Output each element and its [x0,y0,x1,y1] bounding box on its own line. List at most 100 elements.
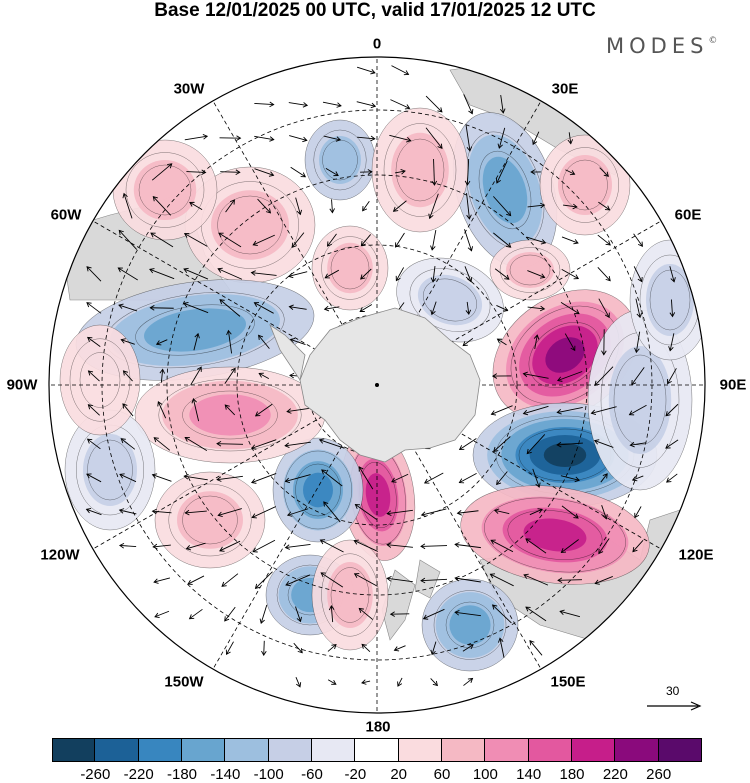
anomaly-contour-line [421,578,519,672]
wind-arrow [665,403,679,417]
wind-arrow [590,406,617,416]
wind-arrow [290,166,307,178]
wind-arrow [322,101,342,108]
anomaly-contour-line [445,601,495,649]
wind-arrow [532,468,541,488]
wind-arrow [220,169,241,176]
wind-arrow [667,368,677,385]
wind-arrow [323,135,342,142]
anomaly-field [59,107,705,672]
wind-arrow [122,370,133,382]
wind-arrow [250,270,277,276]
wind-arrow [319,539,344,553]
anomaly-contour [83,434,137,506]
wind-arrow [216,475,243,482]
wind-arrow [288,304,307,310]
colorbar-swatch [355,738,399,762]
wind-arrow [284,441,311,449]
wind-arrow [323,305,340,312]
wind-arrow [525,606,547,622]
wind-arrow [527,270,546,279]
wind-arrow [464,266,473,283]
wind-arrow [454,575,481,583]
anomaly-cell [304,119,376,201]
wind-arrow [423,472,444,484]
wind-arrow [356,101,377,109]
wind-arrow [635,298,642,319]
wind-arrow [464,229,473,252]
wind-arrow [191,398,200,422]
wind-arrow [462,644,474,652]
anomaly-contour [60,325,140,435]
anomaly-contour-line [551,147,619,223]
wind-arrow [395,267,405,282]
colorbar-swatch [182,738,226,762]
wind-arrow [258,334,270,349]
anomaly-contour-line [539,134,631,236]
wind-arrow [499,95,506,114]
wind-arrow [87,404,100,416]
wind-arrow [431,158,438,186]
wind-arrow [522,405,549,416]
wind-arrow [87,336,101,347]
wind-arrow [327,644,337,652]
wind-arrow [386,542,413,548]
wind-arrow [119,473,137,483]
wind-arrow [224,404,236,416]
wind-arrow [454,610,481,617]
wind-arrow [360,234,371,247]
parallel-circle [236,244,518,526]
colorbar-tick-label: 140 [516,766,542,783]
anomaly-contour-line [460,485,650,585]
anomaly-contour [133,160,197,220]
wind-arrow [120,338,135,345]
wind-arrow [188,608,203,620]
wind-arrow [250,473,277,484]
wind-arrow [151,508,172,515]
meridian-line [376,384,662,550]
lon-label-180: 180 [365,718,391,736]
colorbar-swatch [52,738,96,762]
wind-arrow [184,134,209,141]
anomaly-contour-line [182,495,238,545]
wind-arrow [190,366,202,386]
wind-arrow [85,507,102,516]
colorbar-tick-label: 180 [559,766,585,783]
wind-arrow [120,438,136,450]
anomaly-cell [134,366,326,464]
wind-arrow [458,472,477,484]
wind-arrow [491,373,512,379]
wind-arrow [392,200,407,212]
anomaly-contour-line [383,123,457,217]
meridian-line [92,384,378,550]
wind-arrow [428,193,439,220]
anomaly-contour-line [507,510,603,560]
wind-arrow [117,267,138,281]
wind-arrow [493,436,511,453]
wind-arrow [361,643,371,653]
wind-arrow [561,236,579,245]
wind-arrow [323,501,341,523]
wind-arrow [329,199,335,214]
wind-arrow [293,642,303,654]
wind-arrow [320,572,344,588]
wind-arrow [286,407,309,414]
anomaly-contour [327,562,373,628]
wind-arrow [600,473,608,483]
wind-arrow [665,439,679,449]
wind-arrow [497,127,506,149]
south-pole-marker [375,383,379,387]
wind-arrow [254,403,273,417]
anomaly-contour-line [125,152,205,228]
colorbar-tick-label: -60 [301,766,323,783]
wind-arrow [325,168,339,177]
graticule [49,57,705,713]
meridian-line [376,100,542,386]
wind-arrow [430,301,437,316]
wind-arrow [561,505,579,519]
wind-arrow [526,434,546,455]
wind-arrow [532,131,540,146]
wind-arrow [86,438,101,450]
wind-arrow [527,305,546,312]
wind-arrow [224,606,236,622]
